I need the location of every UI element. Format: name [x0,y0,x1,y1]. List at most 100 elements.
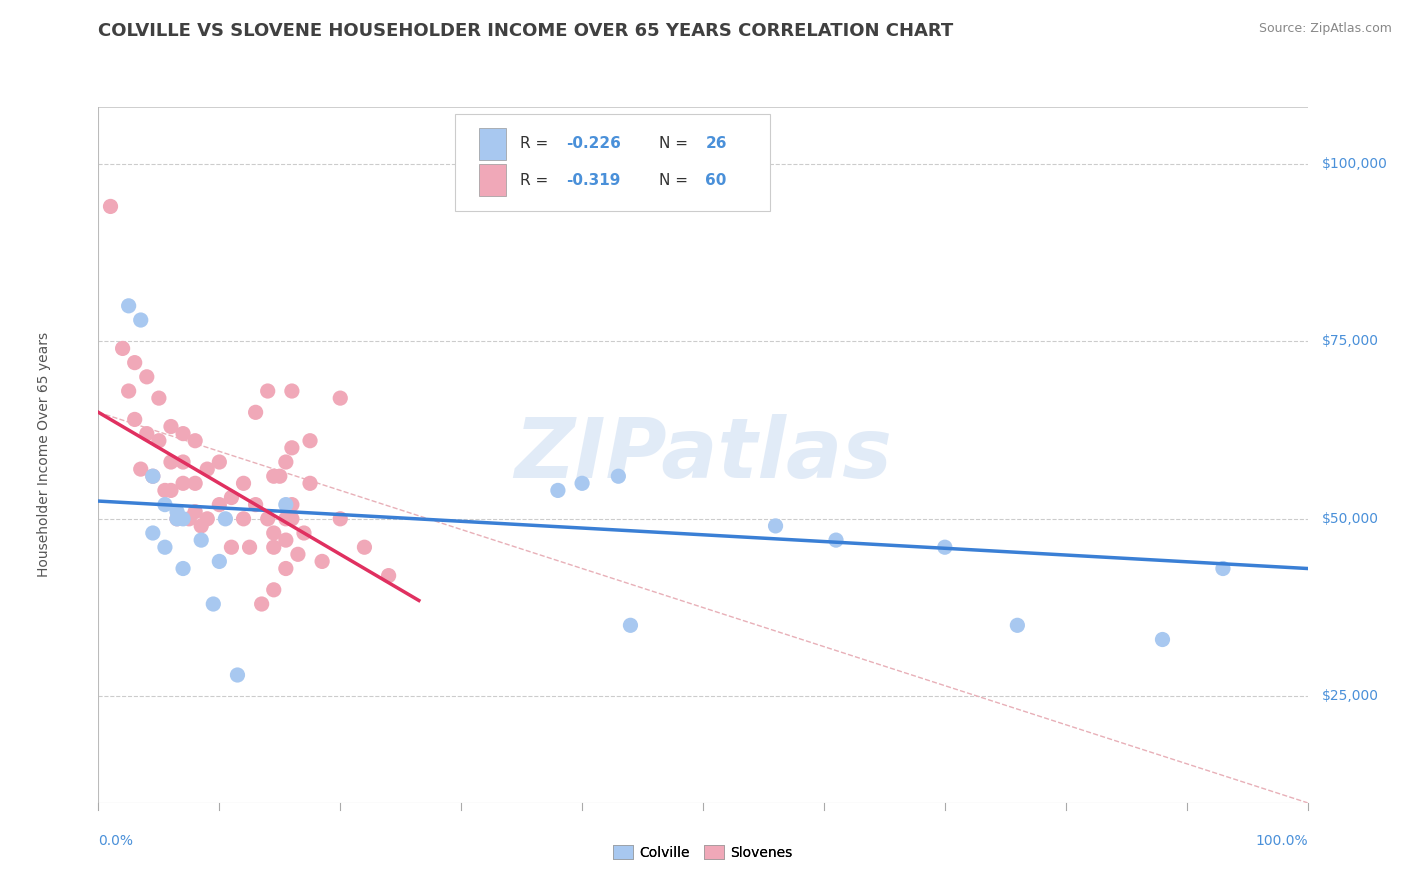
Point [1007,618,1029,632]
Point [281,512,304,526]
Point [118,299,141,313]
Text: $75,000: $75,000 [1322,334,1379,349]
Point [221,491,243,505]
Text: Source: ZipAtlas.com: Source: ZipAtlas.com [1258,22,1392,36]
FancyBboxPatch shape [456,114,769,211]
Point [281,384,304,398]
Point [124,412,146,426]
Point [129,313,152,327]
Text: ZIPatlas: ZIPatlas [515,415,891,495]
Text: R =: R = [520,172,554,187]
Point [226,668,249,682]
Text: 26: 26 [706,136,727,152]
Point [172,476,194,491]
Text: R =: R = [520,136,554,152]
Point [153,483,176,498]
Point [184,505,207,519]
Point [274,533,297,548]
Point [377,568,399,582]
Point [232,512,254,526]
Point [329,512,352,526]
Point [195,512,218,526]
Point [274,561,297,575]
Point [172,426,194,441]
Point [934,540,956,554]
Point [148,434,170,448]
Point [765,519,787,533]
Point [311,554,333,568]
Point [256,512,278,526]
Point [118,384,141,398]
Text: COLVILLE VS SLOVENE HOUSEHOLDER INCOME OVER 65 YEARS CORRELATION CHART: COLVILLE VS SLOVENE HOUSEHOLDER INCOME O… [98,22,953,40]
Point [142,526,165,541]
Point [166,512,188,526]
Text: $100,000: $100,000 [1322,157,1388,171]
Text: Householder Income Over 65 years: Householder Income Over 65 years [37,333,51,577]
Text: 100.0%: 100.0% [1256,834,1308,848]
Text: N =: N = [659,136,693,152]
Point [1212,561,1234,575]
Point [298,476,321,491]
Point [177,512,201,526]
Point [135,426,157,441]
Point [184,476,207,491]
Point [100,199,122,213]
Point [160,419,183,434]
Bar [479,128,506,160]
Text: $50,000: $50,000 [1322,512,1379,525]
Point [214,512,236,526]
Text: -0.226: -0.226 [567,136,621,152]
Point [263,582,285,597]
Text: -0.319: -0.319 [567,172,620,187]
Point [221,540,243,554]
Point [129,462,152,476]
Point [281,498,304,512]
Text: N =: N = [659,172,693,187]
Point [239,540,262,554]
Point [202,597,225,611]
Point [153,540,176,554]
Point [287,547,309,561]
Point [184,434,207,448]
Point [250,597,273,611]
Text: $25,000: $25,000 [1322,690,1379,703]
Point [571,476,593,491]
Point [245,498,267,512]
Legend: Colville, Slovenes: Colville, Slovenes [607,840,799,865]
Point [160,455,183,469]
Point [111,342,134,356]
Point [172,561,194,575]
Point [142,469,165,483]
Point [166,505,188,519]
Point [124,356,146,370]
Point [166,512,188,526]
Text: 60: 60 [706,172,727,187]
Point [172,512,194,526]
Point [274,512,297,526]
Point [263,540,285,554]
Point [274,455,297,469]
Point [329,391,352,405]
Point [190,533,212,548]
Point [135,369,157,384]
Bar [479,164,506,195]
Text: 0.0%: 0.0% [98,834,134,848]
Point [269,469,291,483]
Point [208,498,231,512]
Point [208,455,231,469]
Point [142,469,165,483]
Point [208,554,231,568]
Point [232,476,254,491]
Point [263,469,285,483]
Point [547,483,569,498]
Point [190,519,212,533]
Point [825,533,848,548]
Point [263,526,285,541]
Point [148,391,170,405]
Point [619,618,641,632]
Point [1152,632,1174,647]
Point [153,498,176,512]
Point [607,469,630,483]
Point [172,455,194,469]
Point [195,462,218,476]
